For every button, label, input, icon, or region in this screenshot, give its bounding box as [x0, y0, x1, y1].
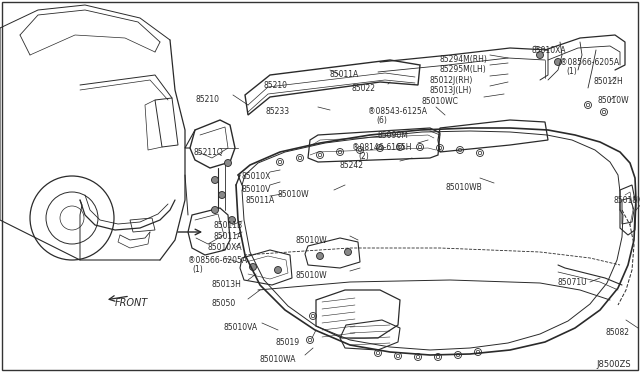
Text: 85013J(LH): 85013J(LH) [430, 86, 472, 95]
Text: 85010WC: 85010WC [422, 97, 459, 106]
Text: 85010W: 85010W [296, 271, 328, 280]
Text: 85242: 85242 [340, 161, 364, 170]
Text: 85010X: 85010X [242, 172, 271, 181]
Text: 85211Q: 85211Q [193, 148, 223, 157]
Text: FRONT: FRONT [115, 298, 148, 308]
Text: 85010W: 85010W [598, 96, 630, 105]
Text: 85295M(LH): 85295M(LH) [440, 65, 487, 74]
Text: 85010W: 85010W [278, 190, 310, 199]
Text: (6): (6) [376, 116, 387, 125]
Circle shape [211, 206, 218, 214]
Circle shape [218, 192, 225, 199]
Text: 85018M: 85018M [614, 196, 640, 205]
Circle shape [225, 160, 232, 167]
Circle shape [536, 51, 543, 58]
Text: 85011A: 85011A [330, 70, 359, 79]
Circle shape [211, 176, 218, 183]
Text: (2): (2) [358, 152, 369, 161]
Text: (1): (1) [192, 265, 203, 274]
Text: 85233: 85233 [265, 107, 289, 116]
Text: 85050: 85050 [211, 299, 236, 308]
Circle shape [554, 58, 561, 65]
Text: J8500ZS: J8500ZS [596, 360, 630, 369]
Text: (1): (1) [566, 67, 577, 76]
Text: 85010V: 85010V [242, 185, 271, 194]
Text: 85013H: 85013H [211, 280, 241, 289]
Text: 85082: 85082 [606, 328, 630, 337]
Text: 85010W: 85010W [296, 236, 328, 245]
Circle shape [275, 266, 282, 273]
Circle shape [317, 253, 323, 260]
Text: 85011A: 85011A [214, 232, 243, 241]
Text: 85010VA: 85010VA [224, 323, 258, 332]
Text: 85010WB: 85010WB [445, 183, 482, 192]
Text: 85210: 85210 [195, 95, 219, 104]
Text: ®08566-6205A: ®08566-6205A [560, 58, 619, 67]
Text: 85011B: 85011B [214, 221, 243, 230]
Text: 85012H: 85012H [594, 77, 624, 86]
Text: ®08146-6165H: ®08146-6165H [352, 143, 412, 152]
Text: 85090M: 85090M [378, 131, 409, 140]
Circle shape [344, 248, 351, 256]
Text: 85022: 85022 [351, 84, 375, 93]
Text: 85010XA: 85010XA [531, 46, 566, 55]
Text: ®08566-6205A: ®08566-6205A [188, 256, 247, 265]
Text: ®08543-6125A: ®08543-6125A [368, 107, 427, 116]
Text: 85071U: 85071U [558, 278, 588, 287]
Text: 85019: 85019 [276, 338, 300, 347]
Text: 85294M(RH): 85294M(RH) [440, 55, 488, 64]
Circle shape [228, 217, 236, 224]
Text: 85011A: 85011A [246, 196, 275, 205]
Text: 85012J(RH): 85012J(RH) [430, 76, 474, 85]
Text: 85010WA: 85010WA [260, 355, 296, 364]
Circle shape [250, 263, 257, 270]
Text: 85210: 85210 [264, 81, 288, 90]
Text: 85010XA: 85010XA [208, 243, 243, 252]
